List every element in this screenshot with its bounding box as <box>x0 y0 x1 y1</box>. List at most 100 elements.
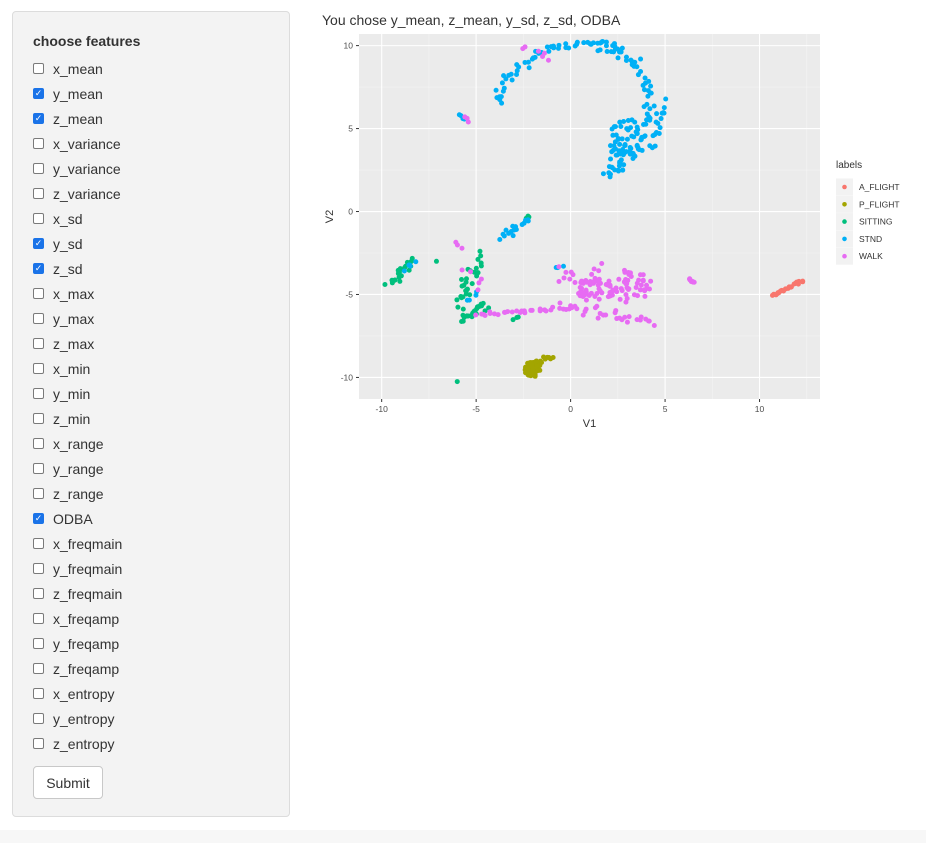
point-walk <box>583 297 589 303</box>
point-sitting <box>459 277 465 283</box>
feature-checkbox[interactable]: ✓ <box>33 63 44 74</box>
feature-checkbox[interactable]: ✓ <box>33 113 44 124</box>
feature-option-y-variance[interactable]: ✓ y_variance <box>33 156 122 181</box>
legend-label: STND <box>859 234 882 244</box>
point-sitting <box>482 308 488 314</box>
feature-option-z-mean[interactable]: ✓ z_mean <box>33 106 122 131</box>
feature-checkbox[interactable]: ✓ <box>33 713 44 724</box>
feature-option-z-sd[interactable]: ✓ z_sd <box>33 256 122 281</box>
feature-option-z-max[interactable]: ✓ z_max <box>33 331 122 356</box>
feature-checkbox[interactable]: ✓ <box>33 88 44 99</box>
feature-option-y-range[interactable]: ✓ y_range <box>33 456 122 481</box>
feature-option-x-entropy[interactable]: ✓ x_entropy <box>33 681 122 706</box>
feature-option-y-freqmain[interactable]: ✓ y_freqmain <box>33 556 122 581</box>
feature-checkbox[interactable]: ✓ <box>33 313 44 324</box>
feature-checkbox[interactable]: ✓ <box>33 538 44 549</box>
feature-checkbox[interactable]: ✓ <box>33 438 44 449</box>
point-stnd <box>499 80 505 86</box>
legend-label: P_FLIGHT <box>859 199 900 209</box>
checkmark-icon: ✓ <box>34 238 43 248</box>
feature-option-z-freqamp[interactable]: ✓ z_freqamp <box>33 656 122 681</box>
point-stnd <box>546 48 552 54</box>
feature-checkbox[interactable]: ✓ <box>33 213 44 224</box>
feature-checkbox[interactable]: ✓ <box>33 138 44 149</box>
feature-checkbox[interactable]: ✓ <box>33 338 44 349</box>
feature-option-x-sd[interactable]: ✓ x_sd <box>33 206 122 231</box>
feature-checkbox[interactable]: ✓ <box>33 238 44 249</box>
feature-checkbox[interactable]: ✓ <box>33 488 44 499</box>
feature-option-z-entropy[interactable]: ✓ z_entropy <box>33 731 122 756</box>
feature-option-x-min[interactable]: ✓ x_min <box>33 356 122 381</box>
feature-checkbox[interactable]: ✓ <box>33 463 44 474</box>
point-stnd <box>651 103 657 109</box>
feature-option-x-freqmain[interactable]: ✓ x_freqmain <box>33 531 122 556</box>
feature-label: y_freqmain <box>53 560 123 577</box>
point-stnd <box>607 174 613 180</box>
feature-option-z-range[interactable]: ✓ z_range <box>33 481 122 506</box>
feature-label: x_min <box>53 360 91 377</box>
sidebar-title: choose features <box>33 33 141 49</box>
feature-checkbox[interactable]: ✓ <box>33 188 44 199</box>
feature-checkbox[interactable]: ✓ <box>33 588 44 599</box>
feature-checkbox[interactable]: ✓ <box>33 613 44 624</box>
point-sitting <box>461 282 467 288</box>
point-walk <box>570 272 576 278</box>
feature-option-y-sd[interactable]: ✓ y_sd <box>33 231 122 256</box>
point-walk <box>596 279 602 285</box>
point-stnd <box>618 49 624 55</box>
point-sitting <box>454 297 460 303</box>
point-stnd <box>628 57 634 63</box>
feature-option-y-mean[interactable]: ✓ y_mean <box>33 81 122 106</box>
feature-option-y-entropy[interactable]: ✓ y_entropy <box>33 706 122 731</box>
point-stnd <box>648 83 654 89</box>
point-walk <box>505 309 511 315</box>
feature-option-z-min[interactable]: ✓ z_min <box>33 406 122 431</box>
feature-checkbox[interactable]: ✓ <box>33 163 44 174</box>
point-walk <box>642 293 648 299</box>
feature-checkbox[interactable]: ✓ <box>33 388 44 399</box>
point-stnd <box>603 39 609 45</box>
feature-label: x_freqamp <box>53 610 120 627</box>
feature-option-y-max[interactable]: ✓ y_max <box>33 306 122 331</box>
feature-checkbox[interactable]: ✓ <box>33 263 44 274</box>
legend-title: labels <box>836 160 862 171</box>
point-p-flight <box>523 370 529 376</box>
feature-option-z-freqmain[interactable]: ✓ z_freqmain <box>33 581 122 606</box>
feature-option-odba[interactable]: ✓ ODBA <box>33 506 122 531</box>
submit-button[interactable]: Submit <box>33 766 103 799</box>
point-stnd <box>595 48 601 54</box>
legend-swatch <box>842 202 847 207</box>
point-stnd <box>499 100 505 106</box>
feature-option-x-variance[interactable]: ✓ x_variance <box>33 131 122 156</box>
feature-option-x-max[interactable]: ✓ x_max <box>33 281 122 306</box>
point-sitting <box>463 276 469 282</box>
feature-checkbox[interactable]: ✓ <box>33 288 44 299</box>
x-tick-label: 0 <box>568 404 573 414</box>
feature-checkbox[interactable]: ✓ <box>33 413 44 424</box>
point-stnd <box>563 41 569 47</box>
point-stnd <box>613 152 619 158</box>
feature-option-x-freqamp[interactable]: ✓ x_freqamp <box>33 606 122 631</box>
feature-option-z-variance[interactable]: ✓ z_variance <box>33 181 122 206</box>
feature-checkbox[interactable]: ✓ <box>33 513 44 524</box>
point-walk <box>626 314 632 320</box>
feature-checkbox[interactable]: ✓ <box>33 688 44 699</box>
feature-option-x-range[interactable]: ✓ x_range <box>33 431 122 456</box>
feature-checkbox[interactable]: ✓ <box>33 363 44 374</box>
feature-label: z_freqamp <box>53 660 120 677</box>
point-walk <box>545 57 551 63</box>
feature-checkbox[interactable]: ✓ <box>33 638 44 649</box>
feature-label: y_entropy <box>53 710 115 727</box>
feature-option-y-min[interactable]: ✓ y_min <box>33 381 122 406</box>
feature-checkbox[interactable]: ✓ <box>33 663 44 674</box>
point-stnd <box>615 136 621 142</box>
legend-swatch <box>842 219 847 224</box>
feature-checkbox[interactable]: ✓ <box>33 563 44 574</box>
feature-option-y-freqamp[interactable]: ✓ y_freqamp <box>33 631 122 656</box>
point-stnd <box>600 171 606 177</box>
point-stnd <box>503 76 509 82</box>
point-stnd <box>658 116 664 122</box>
feature-label: z_variance <box>53 185 121 202</box>
feature-option-x-mean[interactable]: ✓ x_mean <box>33 56 122 81</box>
feature-checkbox[interactable]: ✓ <box>33 738 44 749</box>
